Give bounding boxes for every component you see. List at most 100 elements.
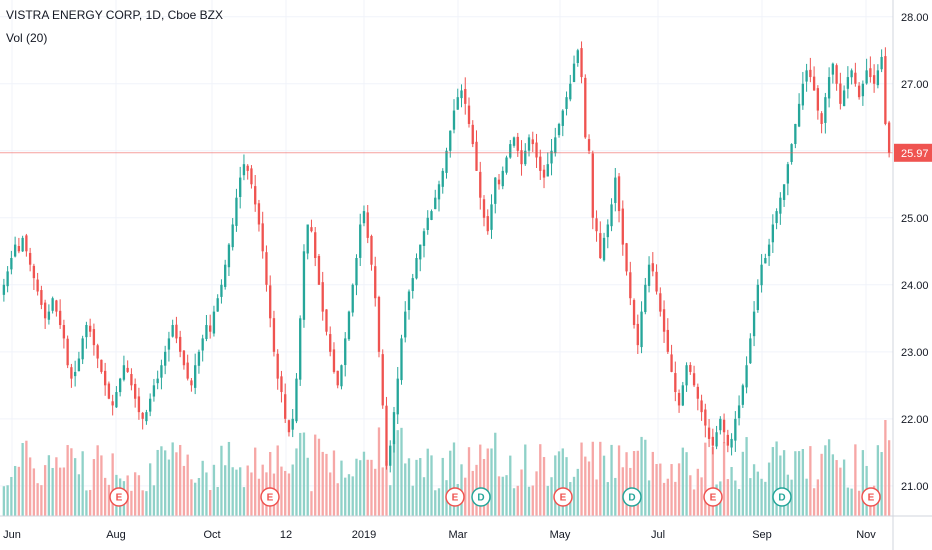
volume-bar: [415, 459, 418, 516]
volume-bar: [156, 449, 159, 516]
candle-body: [764, 258, 767, 264]
candle: [201, 334, 204, 362]
earnings-marker[interactable]: E: [445, 487, 465, 507]
candle: [77, 351, 81, 372]
volume-bar: [389, 485, 392, 516]
candle-body: [254, 186, 257, 205]
candle-body: [876, 70, 880, 86]
time-tick-label: May: [550, 529, 571, 541]
volume-bar: [794, 451, 797, 516]
volume-bar: [362, 451, 366, 516]
candle: [411, 273, 414, 299]
candle-body: [670, 354, 673, 372]
candle-body: [542, 169, 546, 178]
dividend-marker[interactable]: D: [622, 487, 642, 507]
candle: [2, 278, 6, 302]
candle-body: [655, 271, 658, 292]
earnings-marker[interactable]: E: [260, 487, 280, 507]
candle: [820, 111, 823, 134]
candle-body: [767, 244, 771, 257]
volume-bar: [655, 463, 658, 516]
volume-bar: [239, 467, 242, 516]
dividend-marker[interactable]: D: [772, 487, 792, 507]
volume-bar: [696, 468, 699, 516]
volume-bar: [752, 464, 756, 516]
volume-bar: [505, 475, 508, 516]
price-tick-label: 28.00: [901, 12, 929, 24]
volume-bar: [591, 441, 594, 516]
candle: [689, 362, 692, 375]
candle-body: [17, 246, 21, 252]
candle: [587, 134, 591, 155]
candle-body: [722, 419, 726, 433]
candle-body: [160, 365, 163, 378]
volume-bar: [111, 453, 114, 516]
candle: [880, 49, 883, 73]
candle: [347, 310, 351, 341]
volume-bar: [782, 450, 786, 516]
candle: [276, 349, 279, 390]
candle-body: [471, 124, 474, 145]
candle: [224, 259, 227, 290]
candle: [640, 301, 643, 354]
candle-body: [741, 385, 744, 405]
candle: [460, 84, 463, 108]
candle: [209, 314, 212, 339]
candle: [681, 381, 684, 407]
candle-body: [389, 445, 392, 466]
candle-body: [115, 392, 118, 408]
candle: [280, 370, 283, 403]
candle-body: [164, 351, 167, 366]
volume-bar: [160, 446, 163, 516]
candle: [512, 136, 516, 148]
time-axis[interactable]: Jun Aug Oct 12 2019 Mar May Jul Sep Nov: [0, 515, 932, 541]
candle-body: [21, 237, 24, 252]
candle: [115, 386, 118, 408]
candle: [696, 383, 699, 411]
candle-body: [625, 243, 628, 272]
volume-bar: [557, 451, 561, 516]
candle: [775, 208, 778, 230]
candle-body: [100, 359, 103, 372]
volume-bar: [595, 479, 598, 516]
volume-legend[interactable]: Vol (20): [6, 31, 48, 45]
volume-bar: [674, 481, 677, 516]
candle-body: [231, 224, 234, 248]
candle-body: [557, 123, 561, 136]
candle-body: [617, 176, 621, 212]
candle: [715, 425, 718, 450]
candle-body: [149, 398, 152, 412]
volume-bar: [809, 446, 812, 516]
earnings-marker[interactable]: E: [553, 487, 573, 507]
earnings-marker[interactable]: E: [109, 487, 129, 507]
volume-bar: [220, 445, 223, 516]
candle-body: [869, 68, 872, 78]
candle-body: [385, 405, 388, 466]
candle-body: [73, 371, 77, 377]
volume-bar: [396, 430, 399, 516]
candle-body: [287, 420, 291, 433]
candle: [730, 433, 733, 456]
volume-bar: [182, 465, 186, 516]
dividend-marker[interactable]: D: [471, 487, 491, 507]
candle-body: [629, 272, 632, 299]
candle-body: [179, 336, 182, 352]
candle-body: [407, 291, 411, 311]
candle-body: [614, 177, 617, 203]
candle-body: [452, 110, 456, 130]
earnings-marker[interactable]: E: [861, 487, 881, 507]
volume-bar: [726, 479, 729, 516]
candle-body: [355, 258, 358, 286]
candle-body: [651, 263, 654, 272]
price-tick-label: 21.00: [901, 481, 929, 493]
price-tick-label: 22.00: [901, 414, 929, 426]
volume-bar: [734, 480, 737, 516]
candle-body: [250, 168, 253, 185]
chart-legend-title[interactable]: VISTRA ENERGY CORP, 1D, Cboe BZX: [6, 8, 223, 22]
volume-bar: [404, 463, 407, 516]
earnings-marker[interactable]: E: [703, 487, 723, 507]
